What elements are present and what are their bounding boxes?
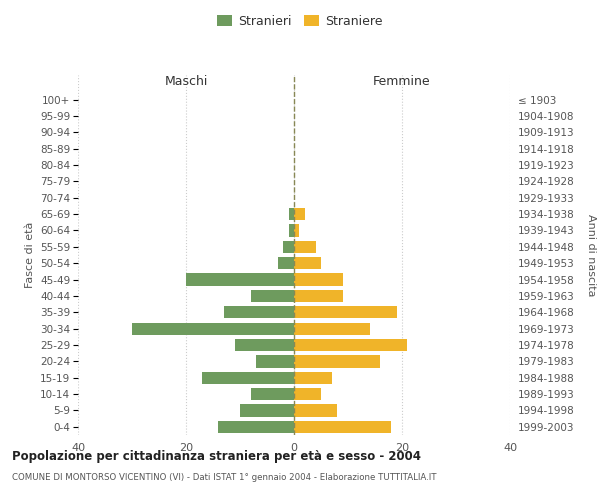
Y-axis label: Anni di nascita: Anni di nascita [586,214,596,296]
Text: Femmine: Femmine [373,75,431,88]
Bar [256,355,294,368]
Bar [289,208,294,220]
Bar [294,355,380,368]
Bar [294,290,343,302]
Bar [235,339,294,351]
Bar [294,208,305,220]
Bar [240,404,294,416]
Bar [294,306,397,318]
Bar [224,306,294,318]
Bar [294,388,321,400]
Bar [132,322,294,335]
Bar [202,372,294,384]
Bar [294,257,321,270]
Bar [294,322,370,335]
Y-axis label: Fasce di età: Fasce di età [25,222,35,288]
Bar [186,274,294,285]
Text: COMUNE DI MONTORSO VICENTINO (VI) - Dati ISTAT 1° gennaio 2004 - Elaborazione TU: COMUNE DI MONTORSO VICENTINO (VI) - Dati… [12,472,437,482]
Bar [294,240,316,253]
Text: Popolazione per cittadinanza straniera per età e sesso - 2004: Popolazione per cittadinanza straniera p… [12,450,421,463]
Bar [218,420,294,433]
Text: Maschi: Maschi [164,75,208,88]
Bar [278,257,294,270]
Bar [283,240,294,253]
Bar [251,388,294,400]
Legend: Stranieri, Straniere: Stranieri, Straniere [213,11,387,32]
Bar [294,372,332,384]
Bar [294,224,299,236]
Bar [294,420,391,433]
Bar [294,404,337,416]
Bar [289,224,294,236]
Bar [294,274,343,285]
Bar [251,290,294,302]
Bar [294,339,407,351]
